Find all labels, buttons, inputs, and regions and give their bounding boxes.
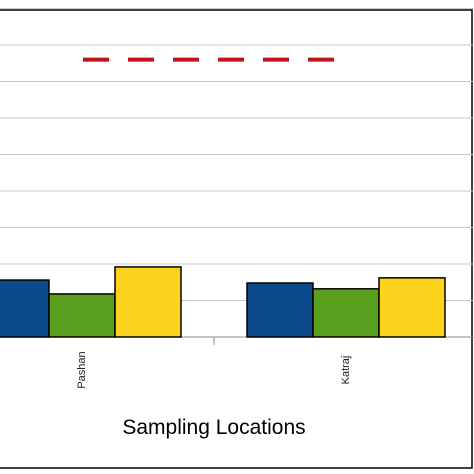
bar-pashan-series-3 (114, 266, 182, 338)
bar-pashan-series-2 (48, 293, 116, 338)
x-ticks: Pashan Katraj (76, 337, 352, 389)
bar-katraj-series-1 (246, 282, 314, 338)
bar-katraj-series-3 (378, 277, 446, 338)
plot-frame (0, 9, 473, 469)
gridlines (0, 8, 474, 301)
bars (0, 266, 446, 338)
x-tick-label-katraj: Katraj (340, 356, 352, 385)
x-axis-title: Sampling Locations (122, 416, 305, 439)
bar-katraj-series-2 (312, 288, 380, 338)
x-tick-label-pashan: Pashan (76, 351, 88, 388)
bar-pashan-series-1 (0, 279, 50, 338)
